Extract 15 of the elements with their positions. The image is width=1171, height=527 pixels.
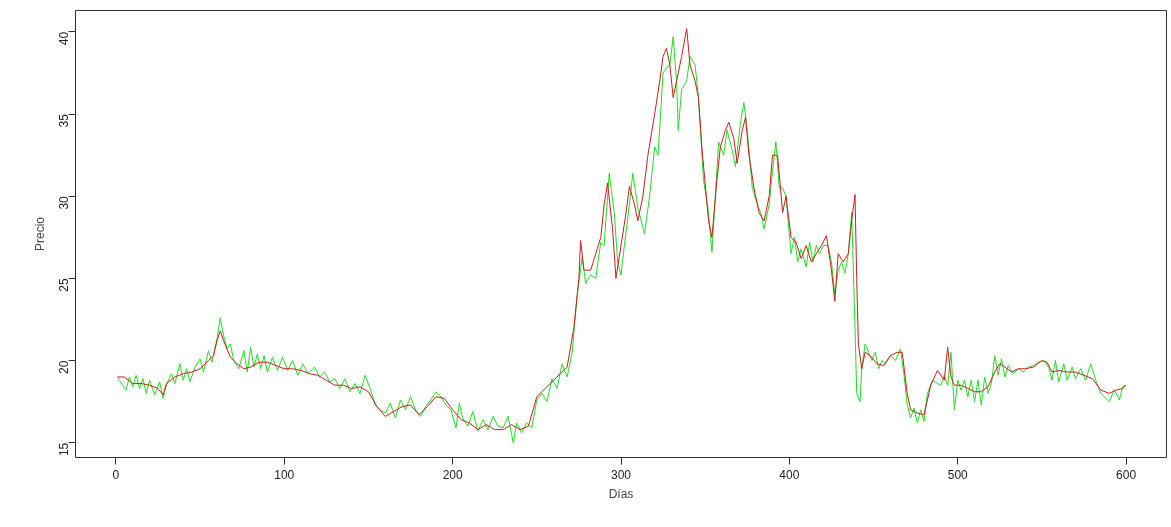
x-tick-label: 300 — [610, 467, 632, 482]
y-axis-title: Precio — [32, 216, 47, 252]
x-axis-title: Días — [608, 486, 634, 501]
x-tick-label: 0 — [112, 467, 120, 482]
x-tick-label: 500 — [947, 467, 969, 482]
y-tick-label: 20 — [57, 360, 71, 374]
x-tick-label: 100 — [274, 467, 295, 482]
y-tick-label: 15 — [57, 442, 71, 457]
y-tick-label: 35 — [57, 113, 71, 128]
x-tick-label: 600 — [1116, 467, 1137, 482]
y-tick-label: 30 — [57, 195, 71, 210]
x-tick-label: 400 — [779, 467, 800, 482]
y-tick-label: 40 — [57, 31, 71, 46]
y-tick-label: 25 — [57, 278, 71, 292]
x-tick-label: 200 — [442, 467, 463, 482]
